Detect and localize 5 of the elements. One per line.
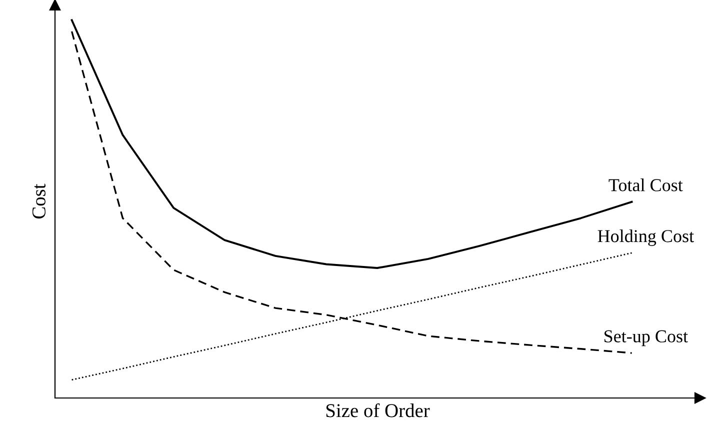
- x-axis-title: Size of Order: [326, 403, 430, 418]
- series-label: Total Cost: [608, 178, 683, 192]
- series-label: Holding Cost: [598, 230, 694, 246]
- series-label: Set-up Cost: [604, 330, 688, 346]
- y-axis-title: Cost: [32, 184, 46, 219]
